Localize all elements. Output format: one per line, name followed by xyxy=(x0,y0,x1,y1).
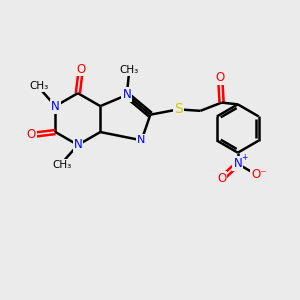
Text: CH₃: CH₃ xyxy=(119,65,139,75)
Text: N: N xyxy=(74,139,82,152)
Text: N: N xyxy=(137,135,146,145)
Text: O⁻: O⁻ xyxy=(251,168,267,181)
Text: N: N xyxy=(51,100,60,112)
Text: N: N xyxy=(233,157,242,170)
Text: O: O xyxy=(215,71,225,84)
Text: O: O xyxy=(27,128,36,142)
Text: O: O xyxy=(217,172,226,185)
Text: CH₃: CH₃ xyxy=(30,81,49,92)
Text: +: + xyxy=(241,153,248,162)
Text: O: O xyxy=(76,62,86,76)
Text: N: N xyxy=(122,88,131,101)
Text: S: S xyxy=(174,102,183,116)
Text: CH₃: CH₃ xyxy=(52,160,71,170)
